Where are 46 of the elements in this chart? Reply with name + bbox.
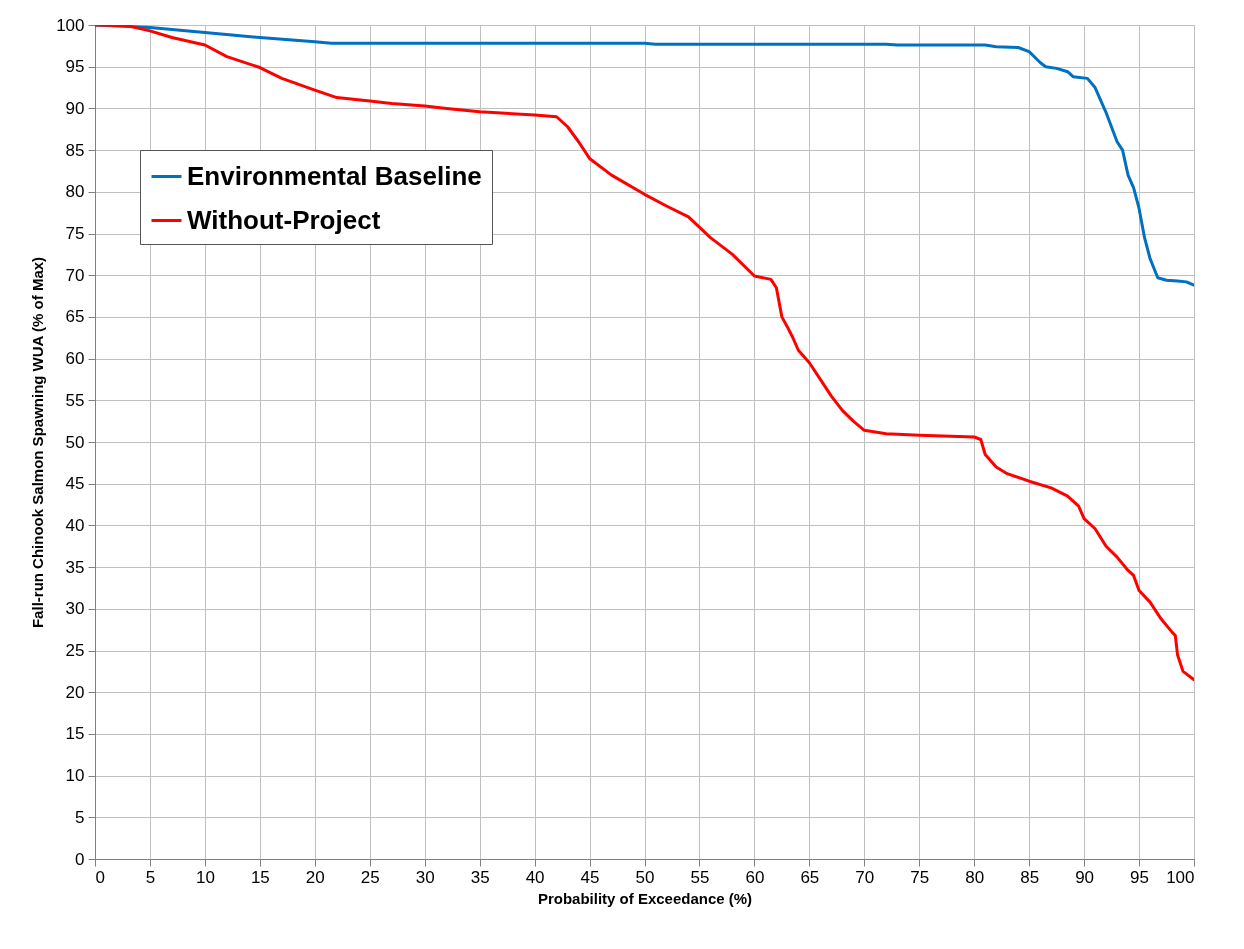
x-tick-label: 85 xyxy=(1020,867,1040,887)
x-tick-label: 75 xyxy=(910,867,930,887)
x-tick-label: 5 xyxy=(145,867,156,887)
x-tick-label: 10 xyxy=(195,867,215,887)
y-tick-label: 35 xyxy=(65,557,85,577)
x-tick-label: 50 xyxy=(635,867,655,887)
x-tick-label: 45 xyxy=(580,867,600,887)
x-tick-label: 40 xyxy=(525,867,545,887)
y-tick-label: 50 xyxy=(65,432,85,452)
y-tick-label: 75 xyxy=(65,224,85,243)
y-tick-label: 5 xyxy=(75,807,85,827)
y-tick-label: 55 xyxy=(65,390,85,410)
legend-label: Without-Project xyxy=(187,204,381,235)
x-tick-label: 20 xyxy=(305,867,325,887)
x-tick-label: 35 xyxy=(470,867,490,887)
y-tick-label: 30 xyxy=(65,599,85,619)
x-tick-label: 90 xyxy=(1075,867,1095,887)
x-tick-label: 0 xyxy=(95,867,105,887)
y-tick-label: 90 xyxy=(65,98,85,118)
x-tick-label: 80 xyxy=(965,867,985,887)
y-tick-label: 20 xyxy=(65,682,85,702)
y-tick-label: 85 xyxy=(65,140,85,160)
x-tick-label: 65 xyxy=(800,867,820,887)
y-tick-label: 0 xyxy=(75,849,85,869)
x-tick-label: 60 xyxy=(745,867,765,887)
y-tick-label: 80 xyxy=(65,182,85,202)
x-tick-label: 25 xyxy=(360,867,380,887)
x-tick-label: 55 xyxy=(690,867,710,887)
x-tick-label: 95 xyxy=(1130,867,1150,887)
y-tick-label: 40 xyxy=(65,515,85,535)
x-tick-label: 30 xyxy=(415,867,435,887)
legend-label: Environmental Baseline xyxy=(187,160,482,191)
y-tick-label: 65 xyxy=(65,307,85,327)
x-tick-label: 100 xyxy=(1166,867,1195,887)
y-tick-label: 70 xyxy=(65,265,85,285)
y-tick-label: 15 xyxy=(65,724,85,744)
y-axis-title: Fall-run Chinook Salmon Spawning WUA (% of Max) xyxy=(29,256,47,629)
x-tick-label: 70 xyxy=(855,867,875,887)
y-tick-label: 100 xyxy=(56,15,85,35)
x-tick-label: 15 xyxy=(250,867,270,887)
y-tick-label: 95 xyxy=(65,57,85,77)
y-tick-label: 45 xyxy=(65,474,85,494)
y-tick-label: 25 xyxy=(65,641,85,660)
x-axis-title: Probability of Exceedance (%) xyxy=(537,889,753,907)
y-tick-label: 60 xyxy=(65,349,85,369)
y-tick-label: 10 xyxy=(65,766,85,786)
